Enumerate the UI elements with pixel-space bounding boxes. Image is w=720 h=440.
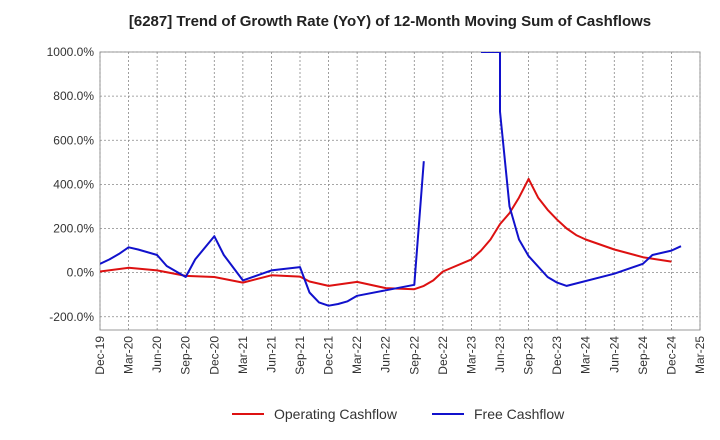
legend: Operating Cashflow Free Cashflow (232, 406, 565, 422)
x-tick-label: Sep-20 (179, 336, 193, 375)
y-tick-label: 0.0% (67, 266, 95, 280)
y-tick-label: 600.0% (53, 133, 94, 147)
y-tick-label: 800.0% (53, 89, 94, 103)
y-tick-label: 400.0% (53, 177, 94, 191)
x-tick-label: Mar-20 (122, 336, 136, 374)
y-tick-label: 1000.0% (47, 45, 95, 59)
chart-title: [6287] Trend of Growth Rate (YoY) of 12-… (129, 13, 651, 30)
plot-area (99, 51, 701, 331)
x-tick-label: Mar-23 (464, 336, 478, 374)
x-tick-label: Dec-21 (322, 336, 336, 375)
x-tick-label: Sep-22 (407, 336, 421, 375)
x-tick-label: Mar-25 (693, 336, 707, 374)
y-tick-label: -200.0% (49, 310, 94, 324)
x-tick-label: Mar-21 (236, 336, 250, 374)
x-tick-label: Jun-22 (379, 336, 393, 373)
x-tick-label: Sep-24 (636, 336, 650, 375)
x-tick-label: Dec-24 (664, 336, 678, 375)
x-tick-label: Jun-21 (264, 336, 278, 373)
series-layer (100, 52, 682, 307)
grid-lines (99, 51, 701, 330)
x-tick-label: Dec-20 (207, 336, 221, 375)
x-tick-label: Mar-22 (350, 336, 364, 374)
x-tick-label: Mar-24 (579, 336, 593, 374)
x-tick-label: Jun-24 (607, 336, 621, 373)
x-tick-label: Dec-19 (93, 336, 107, 375)
x-tick-label: Dec-22 (436, 336, 450, 375)
y-tick-label: 200.0% (53, 222, 94, 236)
y-axis-ticks: -200.0% 0.0% 200.0% 400.0% 600.0% 800.0% 1000.… (47, 45, 95, 324)
x-axis-ticks: Dec-19 Mar-20 Jun-20 Sep-20 Dec-20 Mar-21 Jun-… (93, 336, 707, 375)
series-line-free-cashflow (100, 52, 682, 307)
legend-label: Operating Cashflow (274, 406, 398, 422)
x-tick-label: Sep-23 (522, 336, 536, 375)
legend-label: Free Cashflow (474, 406, 565, 422)
x-tick-label: Jun-23 (493, 336, 507, 373)
x-tick-label: Sep-21 (293, 336, 307, 375)
x-tick-label: Dec-23 (550, 336, 564, 375)
x-tick-label: Jun-20 (150, 336, 164, 373)
series-line-operating-cashflow (100, 177, 672, 291)
